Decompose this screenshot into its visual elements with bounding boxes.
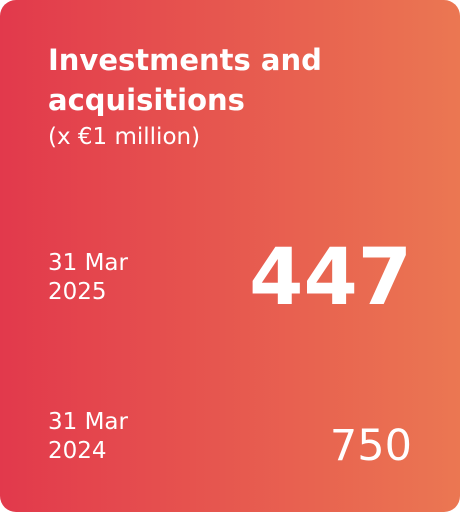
card-title: Investments and acquisitions <box>48 43 322 117</box>
current-period-date: 31 Mar <box>48 250 128 276</box>
prior-value: 750 <box>329 421 412 471</box>
unit-label: (x €1 million) <box>48 124 201 150</box>
prior-period-label: 31 Mar 2024 <box>48 408 198 466</box>
current-period-label: 31 Mar 2025 <box>48 249 198 307</box>
current-value: 447 <box>249 233 412 323</box>
prior-period-date: 31 Mar <box>48 409 128 435</box>
prior-period-year: 2024 <box>48 438 107 464</box>
current-period-year: 2025 <box>48 279 107 305</box>
